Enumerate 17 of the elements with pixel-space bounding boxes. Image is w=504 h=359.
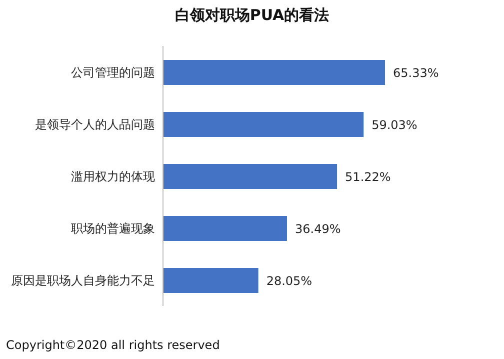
y-tick-label: 是领导个人的人品问题: [35, 117, 155, 132]
y-tick-label: 滥用权力的体现: [71, 169, 155, 184]
y-tick-label: 职场的普遍现象: [71, 221, 155, 236]
chart-title: 白领对职场PUA的看法: [174, 6, 330, 25]
bar: [163, 60, 385, 85]
y-tick-label: 原因是职场人自身能力不足: [11, 273, 155, 288]
y-tick-label: 公司管理的问题: [71, 65, 155, 80]
bar: [163, 164, 338, 189]
data-label: 59.03%: [372, 118, 418, 132]
data-label: 28.05%: [266, 274, 312, 288]
data-label: 51.22%: [345, 170, 391, 184]
bar: [163, 216, 287, 241]
bar: [163, 112, 364, 137]
data-label: 65.33%: [393, 66, 439, 80]
text: Copyright©2020 all rights reserved: [6, 338, 220, 352]
data-label: 36.49%: [295, 222, 341, 236]
bar: [163, 268, 258, 293]
